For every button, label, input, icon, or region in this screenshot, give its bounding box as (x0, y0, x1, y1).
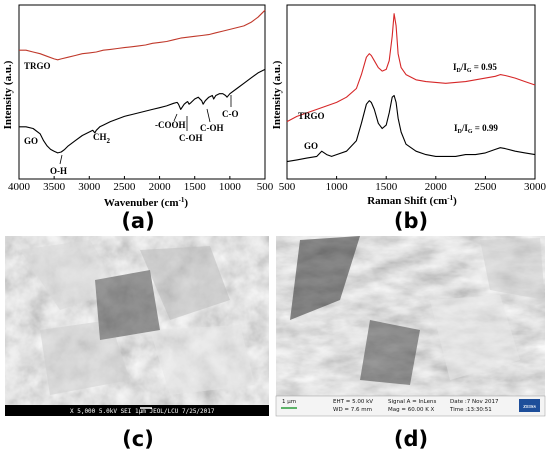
series-line-trgo-b (286, 13, 536, 123)
x-tick-label: 2500 (113, 181, 136, 193)
sem-d-flakes (290, 236, 545, 385)
x-tick-label: 2000 (425, 181, 448, 193)
chart-a-x-ticks: 4000 3500 3000 2500 2000 1500 1000 500 (8, 176, 274, 193)
chart-a-x-axis-label: Wavenuber (cm-1) (104, 196, 189, 209)
series-label-go-b: GO (304, 141, 318, 151)
panel-label-c: (c) (122, 427, 154, 451)
x-tick-label: 1500 (375, 181, 398, 193)
sem-c-info-text: X 5,000 5.0kV SEI 1μm JEOL/LCU 7/25/2017 (70, 408, 215, 415)
panel-label-b: (b) (394, 209, 428, 233)
zeiss-logo-text: ZEISS (523, 404, 536, 409)
x-tick-label: 3000 (524, 181, 547, 193)
x-tick-label: 1000 (219, 181, 242, 193)
annotation-ch2: CH2 (93, 132, 111, 145)
arrow-cooh (173, 113, 178, 122)
chart-a-plot-area (19, 9, 266, 154)
x-tick-label: 2500 (474, 181, 497, 193)
sem-d-eht: EHT = 5.00 kV (333, 399, 373, 405)
annotation-cooh: -COOH (155, 120, 186, 130)
series-line-go-b (286, 94, 536, 163)
sem-image-d: 1 μm EHT = 5.00 kV WD = 7.6 mm Signal A … (275, 236, 546, 451)
ratio-go: ID/IG = 0.99 (454, 123, 498, 135)
x-tick-label: 1500 (184, 181, 207, 193)
series-line-trgo-a (19, 9, 266, 61)
ratio-trgo: ID/IG = 0.95 (453, 62, 497, 74)
sem-c-flakes (20, 240, 255, 395)
sem-d-wd: WD = 7.6 mm (333, 407, 372, 413)
x-tick-label: 3500 (43, 181, 66, 193)
x-tick-label: 3000 (78, 181, 101, 193)
annotation-oh: O-H (50, 166, 67, 176)
sem-d-signal: Signal A = InLens (388, 399, 436, 405)
chart-a: 4000 3500 3000 2500 2000 1500 1000 500 Intensit… (2, 4, 274, 233)
sem-c-info-bar (5, 405, 269, 416)
sem-d-mag: Mag = 60.00 K X (388, 407, 435, 413)
series-line-go-a (19, 68, 266, 154)
sem-d-date: Date :7 Nov 2017 (450, 399, 499, 405)
annotation-coh-1: C-OH (179, 133, 203, 143)
sem-d-scale-label: 1 μm (282, 399, 296, 405)
arrow-coh-2 (206, 108, 211, 123)
series-label-trgo-b: TRGO (298, 111, 325, 121)
x-tick-label: 500 (257, 181, 274, 193)
chart-b-x-axis-label: Raman Shift (cm-1) (367, 194, 457, 207)
annotation-co: C-O (222, 109, 239, 119)
panel-label-d: (d) (394, 427, 428, 451)
chart-b-y-axis-label: Intensity (a.u.) (271, 60, 283, 129)
series-label-go: GO (24, 136, 38, 146)
zeiss-logo (519, 399, 540, 412)
chart-b-plot-area (286, 13, 536, 163)
x-tick-label: 500 (279, 181, 296, 193)
sem-image-c: X 5,000 5.0kV SEI 1μm JEOL/LCU 7/25/2017… (5, 236, 269, 451)
x-tick-label: 2000 (149, 181, 172, 193)
chart-b-x-ticks: 500 1000 1500 2000 2500 3000 (279, 176, 547, 193)
chart-a-y-axis-label: Intensity (a.u.) (2, 60, 14, 129)
annotation-coh-2: C-OH (200, 123, 224, 133)
x-tick-label: 4000 (8, 181, 31, 193)
x-tick-label: 1000 (326, 181, 349, 193)
sem-d-time: Time :13:30:51 (449, 407, 492, 413)
arrow-oh (59, 154, 63, 165)
chart-a-frame (18, 4, 266, 180)
chart-b: 500 1000 1500 2000 2500 3000 Intensity (a.u.)… (271, 4, 547, 233)
panel-label-a: (a) (121, 209, 154, 233)
sem-d-info-bar (275, 395, 546, 417)
series-label-trgo: TRGO (24, 61, 51, 71)
chart-b-frame (286, 4, 536, 180)
